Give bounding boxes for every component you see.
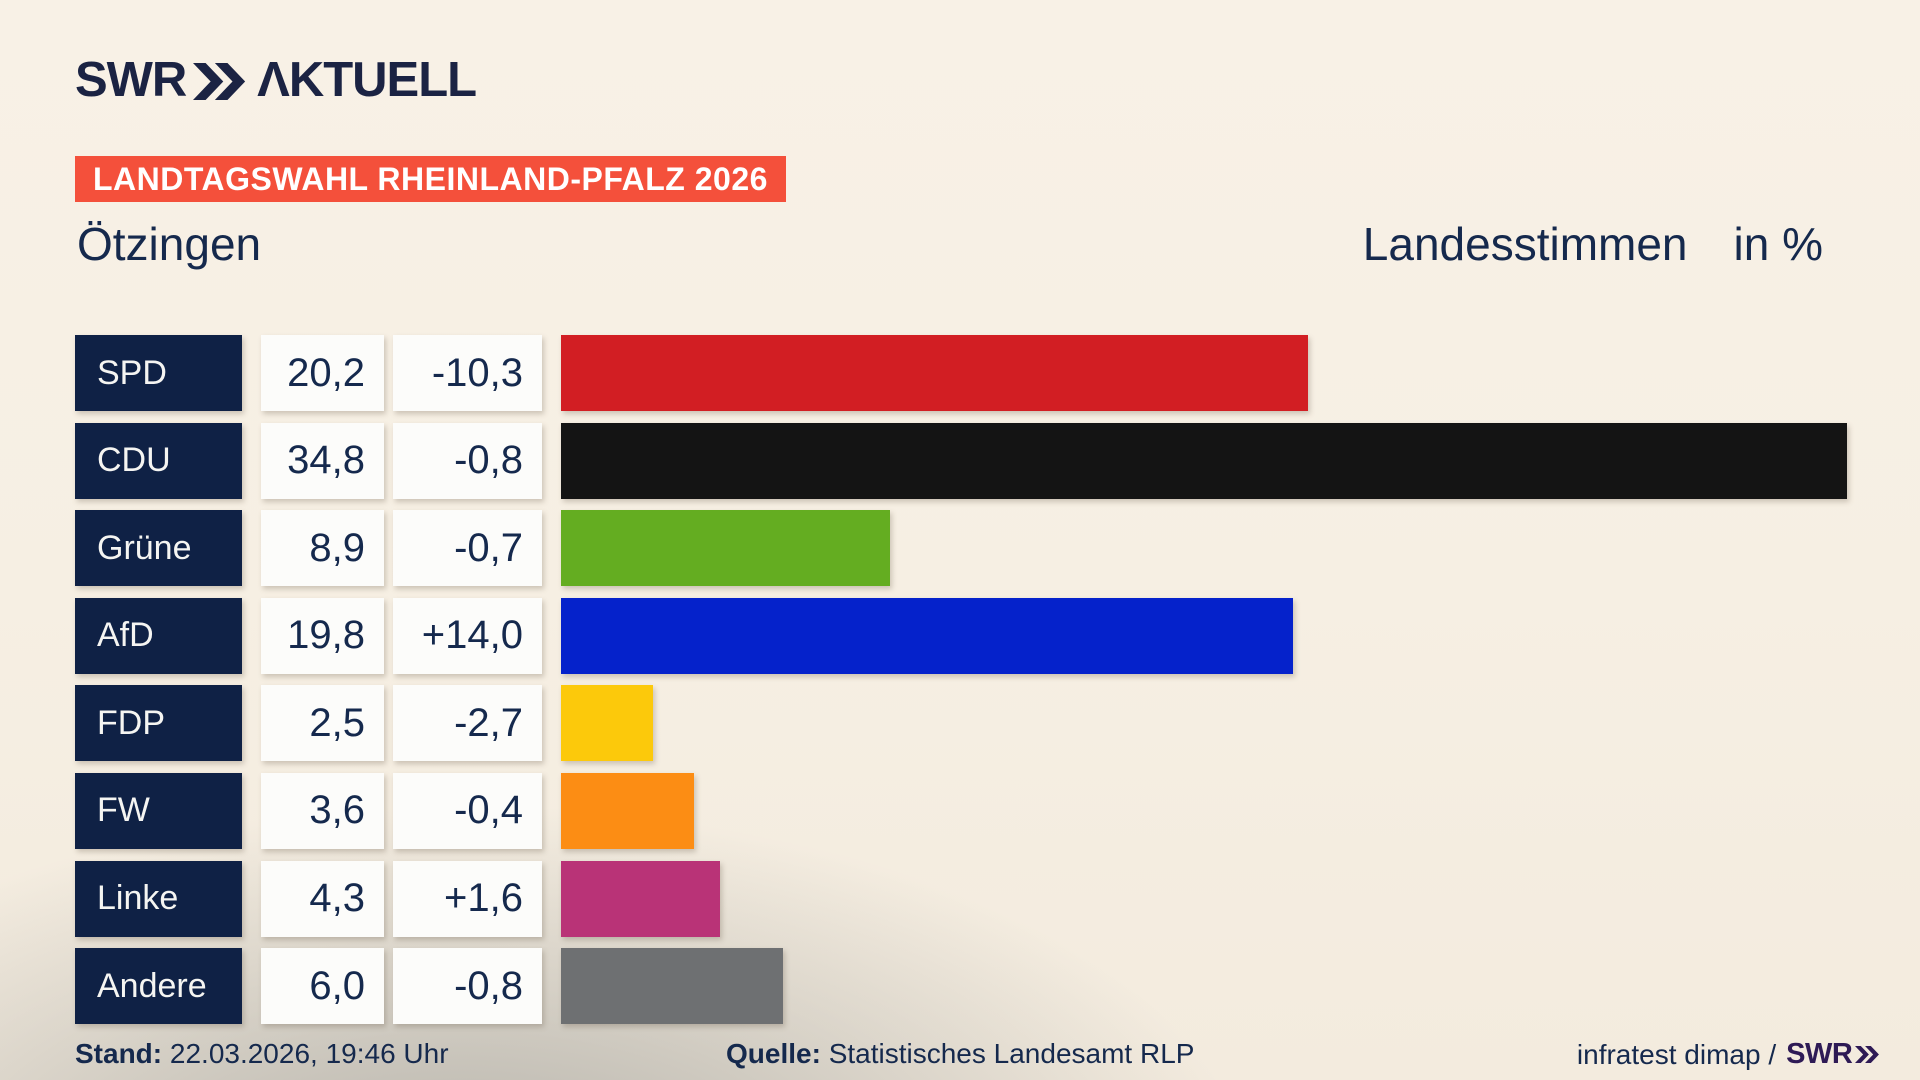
party-name: FW <box>75 772 242 849</box>
result-bar <box>561 860 720 937</box>
stand-label: Stand: <box>75 1038 163 1069</box>
party-change-value: +14,0 <box>393 597 542 674</box>
party-percent-value: 2,5 <box>261 685 384 762</box>
party-row: AfD 19,8 +14,0 <box>75 597 1920 674</box>
credit-note: infratest dimap / SWR <box>1577 1038 1880 1071</box>
results-bar-chart: SPD 20,2 -10,3 CDU 34,8 -0,8 Grüne 8,9 -… <box>75 335 1920 1036</box>
bar-track <box>561 422 1847 499</box>
election-banner: LANDTAGSWAHL RHEINLAND-PFALZ 2026 <box>75 156 786 202</box>
logo-swr-text: SWR <box>75 53 187 107</box>
party-percent-value: 34,8 <box>261 422 384 499</box>
party-percent-value: 3,6 <box>261 772 384 849</box>
party-name: Linke <box>75 860 242 937</box>
result-bar <box>561 597 1293 674</box>
result-bar <box>561 510 890 587</box>
party-row: SPD 20,2 -10,3 <box>75 335 1920 411</box>
unit-label: in % <box>1733 218 1823 270</box>
result-bar <box>561 422 1847 499</box>
vote-type-title: Landesstimmen in % <box>1363 216 1823 274</box>
party-name: Andere <box>75 948 242 1025</box>
party-percent-value: 4,3 <box>261 860 384 937</box>
party-change-value: -0,8 <box>393 422 542 499</box>
party-change-value: -0,7 <box>393 510 542 587</box>
bar-track <box>561 772 1847 849</box>
party-name: FDP <box>75 685 242 762</box>
vote-type-label: Landesstimmen <box>1362 218 1688 270</box>
bar-track <box>561 335 1847 411</box>
bar-track <box>561 597 1847 674</box>
status-timestamp: Stand: 22.03.2026, 19:46 Uhr <box>75 1038 449 1070</box>
credit-text: infratest dimap / <box>1576 1038 1777 1070</box>
party-name: CDU <box>75 422 242 499</box>
party-row: FDP 2,5 -2,7 <box>75 685 1920 762</box>
double-chevron-icon <box>1855 1046 1880 1063</box>
double-chevron-icon <box>193 63 246 100</box>
party-row: Grüne 8,9 -0,7 <box>75 510 1920 587</box>
stand-value: 22.03.2026, 19:46 Uhr <box>162 1038 449 1069</box>
party-percent-value: 19,8 <box>261 597 384 674</box>
party-row: Linke 4,3 +1,6 <box>75 860 1920 937</box>
party-row: CDU 34,8 -0,8 <box>75 422 1920 499</box>
party-percent-value: 20,2 <box>261 335 384 411</box>
municipality-title: Ötzingen <box>77 218 262 270</box>
source-note: Quelle: Statistisches Landesamt RLP <box>726 1038 1194 1070</box>
bar-track <box>561 685 1847 762</box>
swr-aktuell-logo: SWR ΛKTUELL <box>75 53 477 107</box>
party-percent-value: 8,9 <box>261 510 384 587</box>
quelle-label: Quelle: <box>726 1038 821 1069</box>
bar-track <box>561 860 1847 937</box>
result-bar <box>561 335 1308 411</box>
result-bar <box>561 685 654 762</box>
result-bar <box>561 948 783 1025</box>
bar-track <box>561 948 1847 1025</box>
party-name: Grüne <box>75 510 242 587</box>
party-name: SPD <box>75 335 242 411</box>
party-row: Andere 6,0 -0,8 <box>75 948 1920 1025</box>
party-change-value: +1,6 <box>393 860 542 937</box>
party-change-value: -10,3 <box>393 335 542 411</box>
bar-track <box>561 510 1847 587</box>
logo-aktuell-text: ΛKTUELL <box>257 53 477 107</box>
party-change-value: -0,4 <box>393 772 542 849</box>
party-percent-value: 6,0 <box>261 948 384 1025</box>
result-bar <box>561 772 694 849</box>
party-row: FW 3,6 -0,4 <box>75 772 1920 849</box>
quelle-value: Statistisches Landesamt RLP <box>820 1038 1195 1069</box>
party-name: AfD <box>75 597 242 674</box>
party-change-value: -2,7 <box>393 685 542 762</box>
credit-swr-brand: SWR <box>1786 1038 1853 1070</box>
party-change-value: -0,8 <box>393 948 542 1025</box>
